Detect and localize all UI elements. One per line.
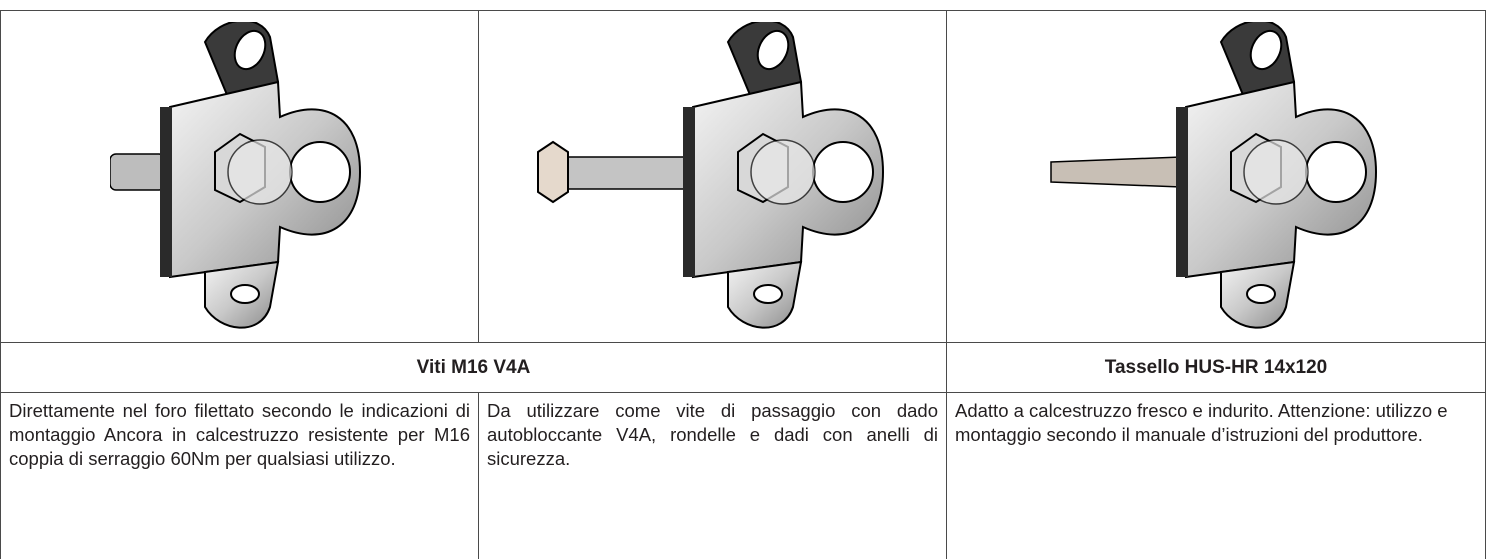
page-body: Viti M16 V4A Tassello HUS-HR 14x120 Dire… xyxy=(0,0,1486,544)
anchor-image xyxy=(110,22,370,332)
description-cell: Direttamente nel foro filettato secondo … xyxy=(1,393,479,559)
header-row: Viti M16 V4A Tassello HUS-HR 14x120 xyxy=(1,343,1486,393)
anchor-image xyxy=(1046,22,1386,332)
product-table: Viti M16 V4A Tassello HUS-HR 14x120 Dire… xyxy=(0,10,1486,559)
page: {"table": { "headers": ["Viti M16 V4A", … xyxy=(0,0,1486,544)
image-row xyxy=(1,11,1486,343)
header-cell: Tassello HUS-HR 14x120 xyxy=(947,343,1486,393)
description-cell: Da utilizzare come vite di passaggio con… xyxy=(479,393,947,559)
image-cell xyxy=(1,11,479,343)
anchor-image xyxy=(533,22,893,332)
description-row: Direttamente nel foro filettato secondo … xyxy=(1,393,1486,559)
description-cell: Adatto a calcestruzzo fresco e indurito.… xyxy=(947,393,1486,559)
header-cell: Viti M16 V4A xyxy=(1,343,947,393)
image-cell xyxy=(479,11,947,343)
image-cell xyxy=(947,11,1486,343)
